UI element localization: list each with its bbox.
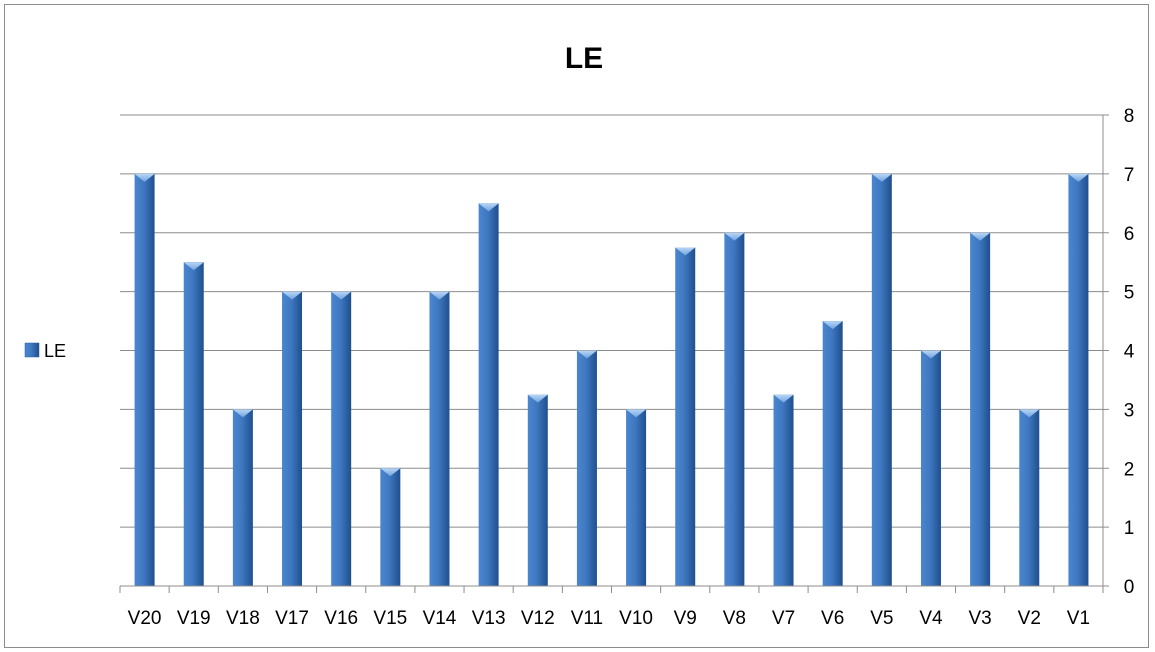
bar-V15: [380, 468, 401, 586]
bar-V11: [576, 350, 597, 586]
legend: LE: [24, 341, 66, 361]
bars: [134, 173, 1089, 586]
chart-title: LE: [565, 42, 603, 75]
bar-V16: [331, 291, 352, 586]
bar-V18: [232, 409, 253, 586]
y-tick-label: 1: [1124, 518, 1135, 539]
bar-cap-V13: [478, 203, 499, 212]
x-tick-label: V15: [373, 608, 407, 629]
x-tick-label: V7: [772, 608, 795, 629]
bar-V20: [134, 173, 155, 586]
x-tick-label: V5: [870, 608, 893, 629]
bar-cap-V7: [773, 394, 794, 403]
bar-V7: [773, 394, 794, 586]
bar-V6: [822, 321, 843, 586]
bar-V19: [183, 262, 204, 586]
bar-cap-V14: [429, 291, 450, 300]
bar-cap-V2: [1019, 409, 1040, 418]
x-tick-label: V11: [571, 608, 603, 629]
bar-V2: [1019, 409, 1040, 586]
bar-V10: [626, 409, 647, 586]
bar-cap-V17: [282, 291, 303, 300]
bar-V12: [527, 394, 548, 586]
y-tick-label: 6: [1124, 224, 1135, 245]
bar-cap-V15: [380, 468, 401, 477]
x-tick-label: V4: [919, 608, 943, 629]
x-tick-label: V14: [423, 608, 457, 629]
bar-V14: [429, 291, 450, 586]
x-tick-label: V13: [472, 608, 506, 629]
bar-cap-V11: [576, 350, 597, 359]
x-tick-label: V6: [821, 608, 844, 629]
bar-cap-V3: [970, 232, 991, 241]
bar-cap-V5: [871, 173, 892, 182]
y-tick-label: 5: [1124, 283, 1135, 304]
y-axis-ticks: 0 1 2 3 4 5 6 7 8: [1103, 106, 1135, 598]
y-tick-label: 3: [1124, 400, 1135, 421]
x-tick-label: V1: [1067, 608, 1090, 629]
bar-V13: [478, 203, 499, 586]
bar-V5: [871, 173, 892, 586]
x-tick-label: V16: [324, 608, 358, 629]
x-tick-label: V18: [226, 608, 260, 629]
legend-label: LE: [44, 341, 66, 361]
y-tick-label: 2: [1124, 459, 1135, 480]
bar-V17: [282, 291, 303, 586]
x-axis-ticks: V20 V19 V18 V17 V16 V15 V14 V13 V12 V11 V10 V9 V8 V7 V…: [119, 586, 1104, 629]
legend-swatch: [24, 342, 40, 358]
bar-V9: [675, 247, 696, 586]
x-tick-label: V3: [969, 608, 992, 629]
bar-cap-V19: [183, 262, 204, 271]
x-tick-label: V19: [177, 608, 211, 629]
gridlines: [120, 114, 1103, 528]
bar-cap-V10: [626, 409, 647, 418]
bar-V8: [724, 232, 745, 586]
x-tick-label: V20: [128, 608, 162, 629]
bar-cap-V8: [724, 232, 745, 241]
x-tick-label: V10: [619, 608, 653, 629]
x-tick-label: V17: [275, 608, 309, 629]
bar-cap-V12: [527, 394, 548, 403]
x-tick-label: V8: [723, 608, 746, 629]
bar-V3: [970, 232, 991, 586]
bar-cap-V4: [920, 350, 941, 359]
bar-V1: [1068, 173, 1089, 586]
bar-cap-V18: [232, 409, 253, 418]
x-tick-label: V9: [674, 608, 697, 629]
y-tick-label: 8: [1124, 106, 1135, 127]
y-tick-label: 4: [1124, 342, 1135, 363]
bar-cap-V9: [675, 247, 696, 256]
y-tick-label: 7: [1124, 165, 1135, 186]
bar-cap-V6: [822, 321, 843, 330]
y-tick-label: 0: [1124, 577, 1135, 598]
bar-V4: [920, 350, 941, 586]
x-tick-label: V2: [1018, 608, 1041, 629]
bar-cap-V16: [331, 291, 352, 300]
bar-cap-V20: [134, 173, 155, 182]
x-tick-label: V12: [521, 608, 555, 629]
bar-cap-V1: [1068, 173, 1089, 182]
